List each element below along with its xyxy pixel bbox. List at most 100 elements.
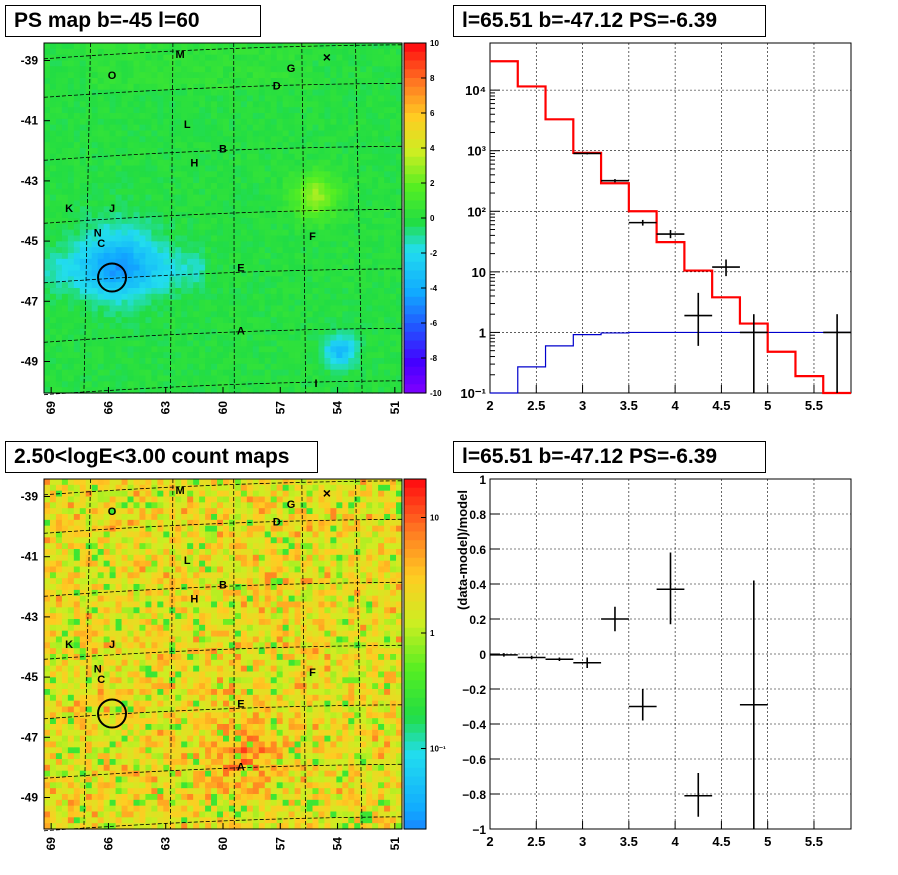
ps-map-cell [240,270,248,277]
ps-map-longitude-line [355,42,363,394]
count-map-cell [79,718,87,725]
count-map-cell [79,630,87,638]
ps-map-cell [115,264,123,272]
ps-map-cell [234,177,242,184]
ps-map-cell [199,78,206,85]
ps-map-cell [187,206,194,213]
ps-map-cell [348,340,355,347]
ps-map-cell [300,95,308,102]
count-map-cell [157,805,164,813]
ps-map-cell [175,328,182,336]
ps-map-cell [354,89,361,97]
ps-map-cell [157,118,164,126]
ps-map-cell [121,363,129,371]
ps-map-cell [217,188,224,196]
ps-map-cell [258,223,266,231]
count-map-cell [49,630,57,638]
ps-map-cell [336,375,343,382]
count-map-cell [115,496,123,503]
ps-map-cell [264,206,272,213]
count-map-cell [103,776,111,783]
count-map-cell [115,508,123,515]
ps-map-cell [97,130,105,137]
ps-map-cell [234,358,242,365]
count-map-cell [151,642,158,649]
ps-map-cell [103,264,111,272]
ps-map-cell [169,159,176,167]
count-map-cell [103,490,111,498]
count-map-cell [85,525,93,533]
count-map-cell [97,642,105,649]
ps-map-cell [163,293,170,301]
count-map-cell [44,648,51,655]
ps-map-cell [276,124,284,132]
ps-map-cell [85,334,93,342]
ps-map-cell [228,107,236,114]
ps-map-cell [372,381,379,388]
ps-map-cell [264,340,272,347]
ps-map-cell [139,247,147,254]
ps-map-cell [366,194,373,202]
ps-map-cell [294,247,302,254]
ps-map-cell [187,165,194,172]
ps-map-cell [133,171,141,178]
ps-map-cell [145,276,152,283]
ps-map-cell [175,346,182,353]
ps-map-cell [91,194,99,202]
ps-map-cell [366,293,373,301]
ps-map-cell [240,363,248,371]
ps-map-cell [312,95,320,102]
count-map-cell [61,718,69,725]
count-map-cell [67,589,75,597]
count-map-cell [115,566,123,573]
ps-map-cell [378,66,385,73]
ps-map-cell [139,253,147,260]
ps-map-cell [169,270,176,277]
ps-map-cell [360,270,367,277]
ps-map-cell [151,317,158,324]
ps-map-cell [223,165,230,172]
ps-map-cell [103,43,111,50]
ps-map-cell [252,107,260,114]
count-map-cell [61,805,69,813]
ps-map-cell [372,54,379,62]
ps-map-cell [306,95,314,102]
ps-map-cell [378,235,385,242]
ps-map-cell [85,241,93,248]
ps-map-cell [73,200,81,207]
count-map-cell [157,823,164,830]
ps-map-cell [181,194,188,202]
ps-map-cell [121,113,129,120]
ps-map-cell [205,183,212,190]
ps-map-cell [330,165,337,172]
ps-map-cell [49,188,57,196]
ps-map-cell [169,194,176,202]
count-map-cell [73,700,81,708]
ps-map-cell [91,89,99,97]
count-map-cell [115,584,123,591]
count-map-cell [44,706,51,713]
ps-map-cell [276,171,284,178]
ps-map-cell [258,270,266,277]
ps-map-cell [169,206,176,213]
ps-map-cell [145,183,152,190]
count-map-cell [49,496,57,503]
ps-map-cell [330,258,337,266]
count-map-cell [115,490,123,498]
ps-map-cell [246,381,254,388]
ps-map-cell [324,258,331,266]
count-map-cell [121,502,129,509]
ps-map-cell [234,60,242,67]
count-map-cell [163,490,170,498]
ps-map-cell [396,311,403,318]
count-map-cell [145,630,152,638]
ps-map-cell [390,375,397,382]
ps-map-cell [103,200,111,207]
count-map-cell [79,729,87,737]
ps-map-cell [151,142,158,149]
ps-map-cell [97,363,105,371]
ps-map-cell [44,258,51,266]
ps-map-cell [73,153,81,161]
ps-map-x-tick-label: 63 [159,401,173,415]
count-map-cell [127,724,135,731]
